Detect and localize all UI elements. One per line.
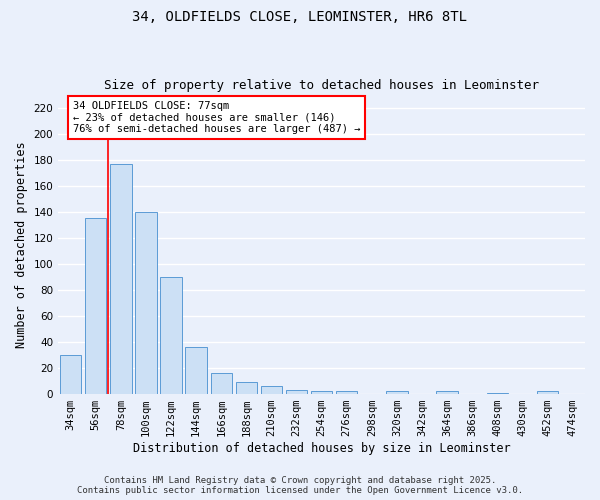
Bar [60,355,82,394]
Bar [336,392,358,394]
Bar [487,393,508,394]
Y-axis label: Number of detached properties: Number of detached properties [15,141,28,348]
Bar [436,392,458,394]
Bar [537,392,558,394]
Bar [85,218,106,394]
Bar [286,390,307,394]
Bar [185,347,207,394]
Text: 34, OLDFIELDS CLOSE, LEOMINSTER, HR6 8TL: 34, OLDFIELDS CLOSE, LEOMINSTER, HR6 8TL [133,10,467,24]
Bar [261,386,282,394]
Bar [211,373,232,394]
Bar [110,164,131,394]
X-axis label: Distribution of detached houses by size in Leominster: Distribution of detached houses by size … [133,442,511,455]
Bar [236,382,257,394]
Bar [136,212,157,394]
Bar [160,277,182,394]
Bar [311,392,332,394]
Bar [386,392,407,394]
Text: Contains HM Land Registry data © Crown copyright and database right 2025.
Contai: Contains HM Land Registry data © Crown c… [77,476,523,495]
Title: Size of property relative to detached houses in Leominster: Size of property relative to detached ho… [104,79,539,92]
Text: 34 OLDFIELDS CLOSE: 77sqm
← 23% of detached houses are smaller (146)
76% of semi: 34 OLDFIELDS CLOSE: 77sqm ← 23% of detac… [73,101,360,134]
